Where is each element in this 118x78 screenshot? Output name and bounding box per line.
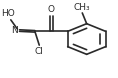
Text: N: N	[11, 26, 18, 35]
Text: Cl: Cl	[35, 47, 44, 56]
Text: HO: HO	[1, 9, 14, 18]
Text: O: O	[48, 5, 55, 15]
Text: CH₃: CH₃	[74, 3, 91, 12]
